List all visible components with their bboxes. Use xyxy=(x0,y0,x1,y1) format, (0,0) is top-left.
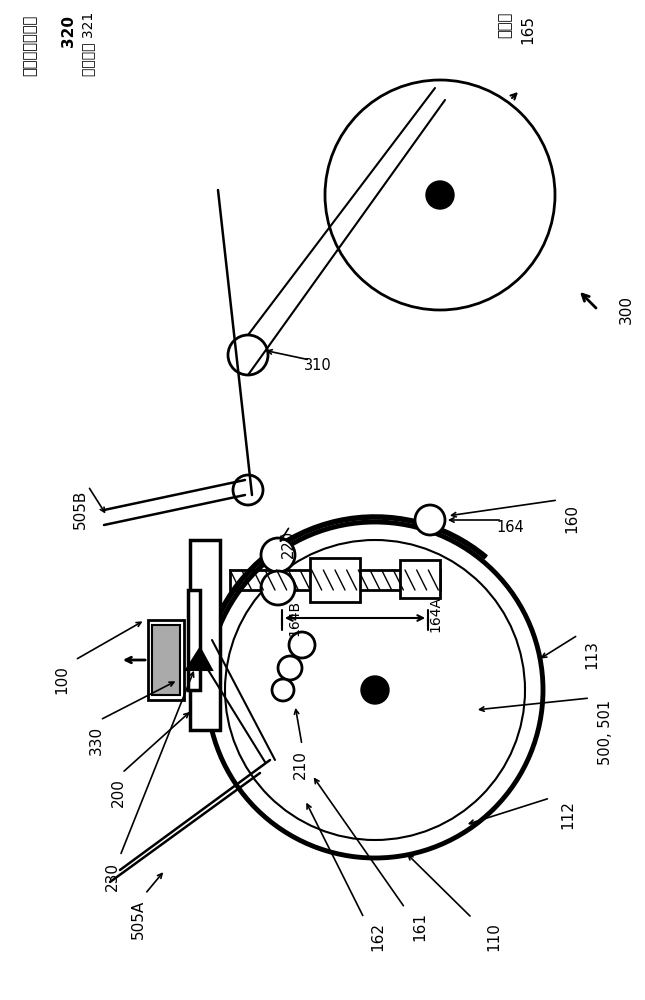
Circle shape xyxy=(426,181,454,209)
Bar xyxy=(400,560,440,598)
Text: 160: 160 xyxy=(564,504,579,533)
Circle shape xyxy=(289,632,315,658)
Bar xyxy=(188,590,200,690)
Text: 300: 300 xyxy=(619,295,633,324)
Circle shape xyxy=(228,335,268,375)
Text: 113: 113 xyxy=(584,640,599,669)
Bar xyxy=(230,570,440,590)
Text: 500, 501: 500, 501 xyxy=(597,700,613,765)
Text: 164A: 164A xyxy=(428,596,442,632)
Bar xyxy=(190,540,220,730)
Circle shape xyxy=(261,571,295,605)
Text: 110: 110 xyxy=(486,922,502,951)
Text: 162: 162 xyxy=(370,922,386,951)
Bar xyxy=(310,558,360,602)
Circle shape xyxy=(233,475,263,505)
Circle shape xyxy=(272,679,294,701)
Text: 330: 330 xyxy=(88,726,103,755)
Text: 200: 200 xyxy=(110,778,126,807)
Bar xyxy=(148,620,184,700)
Text: 切割裝置 321: 切割裝置 321 xyxy=(81,12,95,76)
Text: 拾取輥: 拾取輥 xyxy=(497,12,513,38)
Text: 164B: 164B xyxy=(287,600,301,636)
Text: 220: 220 xyxy=(281,530,295,558)
Text: 320: 320 xyxy=(61,15,75,47)
Circle shape xyxy=(261,538,295,572)
Text: 165: 165 xyxy=(521,15,535,44)
Circle shape xyxy=(415,505,445,535)
Text: 310: 310 xyxy=(304,358,332,373)
Bar xyxy=(152,625,180,695)
Text: 112: 112 xyxy=(561,800,575,829)
Text: 100: 100 xyxy=(54,665,70,694)
Text: 505B: 505B xyxy=(72,490,88,529)
Text: 210: 210 xyxy=(292,750,308,779)
Text: 161: 161 xyxy=(413,912,428,941)
Text: 230: 230 xyxy=(104,862,119,891)
Text: 粘合劑分配裝置: 粘合劑分配裝置 xyxy=(23,15,37,76)
Polygon shape xyxy=(186,648,212,670)
Circle shape xyxy=(278,656,302,680)
Circle shape xyxy=(361,676,389,704)
Text: 505A: 505A xyxy=(130,900,146,939)
Text: 164: 164 xyxy=(496,520,524,535)
